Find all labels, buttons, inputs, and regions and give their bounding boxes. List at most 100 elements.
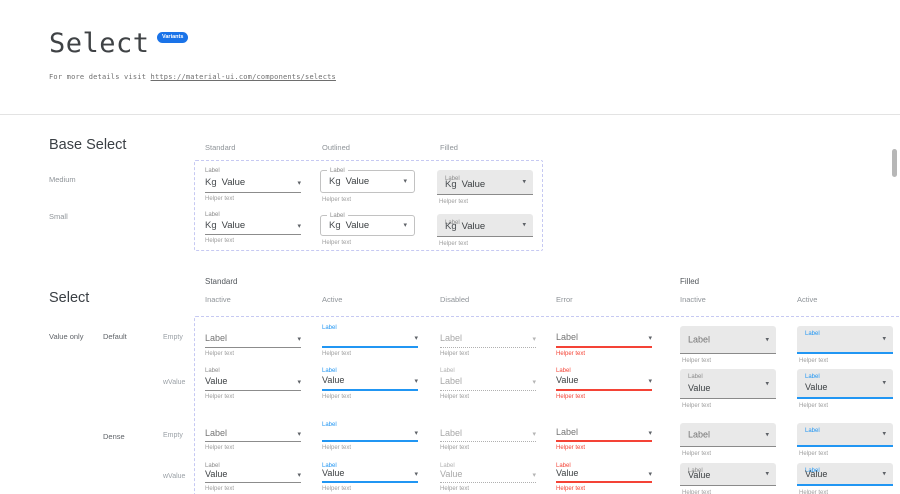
dropdown-arrow-icon: ▾ bbox=[522, 221, 526, 229]
select-value-group: Kg Value bbox=[205, 176, 246, 188]
select-standard-inactive-dense-empty: Label ▾ Helper text bbox=[205, 421, 301, 451]
select-control[interactable]: Label ▾ bbox=[440, 429, 536, 442]
select-control[interactable]: Label Value ▾ bbox=[797, 369, 893, 399]
select-standard-active-default-wvalue: Label Value ▾ Helper text bbox=[322, 367, 418, 400]
helper-text: Helper text bbox=[682, 490, 712, 494]
select-control[interactable]: Label Kg Value ▾ bbox=[320, 167, 415, 193]
select-control[interactable]: Label ▾ bbox=[797, 423, 893, 447]
select-value: Label bbox=[440, 333, 463, 343]
subtitle: For more details visit https://material-… bbox=[49, 73, 336, 81]
dropdown-arrow-icon: ▾ bbox=[297, 336, 301, 343]
column-header-filled: Filled bbox=[440, 143, 458, 152]
material-ui-link[interactable]: https://material-ui.com/components/selec… bbox=[150, 73, 336, 81]
select-control[interactable]: Label ▾ bbox=[797, 326, 893, 354]
select-control[interactable]: Kg Value ▾ bbox=[205, 176, 301, 193]
floating-label: Label bbox=[205, 463, 220, 469]
base-select-heading: Base Select bbox=[49, 137, 127, 153]
adornment-text: Kg bbox=[205, 219, 217, 231]
scrollbar-thumb[interactable] bbox=[892, 149, 897, 177]
select-standard-error-dense-wvalue: Label Value ▾ Helper text bbox=[556, 462, 652, 492]
select-control[interactable]: Value ▾ bbox=[556, 376, 652, 391]
select-value-row: Kg Value ▾ bbox=[329, 216, 407, 235]
select-filled-inactive-default-wvalue: Label Value ▾ Helper text bbox=[680, 369, 776, 409]
select-standard-active-default-empty: Label ▾ Helper text bbox=[322, 324, 418, 357]
select-control[interactable]: Label ▾ bbox=[556, 427, 652, 442]
row-group-label: Value only bbox=[49, 332, 84, 341]
helper-text: Helper text bbox=[322, 197, 352, 203]
dropdown-arrow-icon: ▾ bbox=[882, 470, 886, 477]
dropdown-arrow-icon: ▾ bbox=[522, 178, 526, 186]
select-control[interactable]: Label ▾ bbox=[680, 326, 776, 354]
floating-label: Label bbox=[556, 368, 571, 374]
floating-label: Label bbox=[205, 168, 220, 174]
group-header-filled: Filled bbox=[680, 277, 700, 286]
select-value: Value bbox=[440, 469, 463, 479]
helper-text: Helper text bbox=[439, 199, 469, 205]
select-standard-inactive-default-wvalue: Label Value ▾ Helper text bbox=[205, 367, 301, 400]
helper-text: Helper text bbox=[439, 241, 469, 247]
select-value: Value bbox=[221, 176, 246, 188]
floating-label bbox=[205, 324, 301, 333]
state-header-filled-active: Active bbox=[797, 295, 818, 304]
column-header-outlined: Outlined bbox=[322, 143, 350, 152]
floating-label: Label bbox=[205, 212, 220, 218]
select-value-group: Kg Value bbox=[205, 219, 245, 231]
select-control[interactable]: ▾ bbox=[322, 429, 418, 442]
floating-label: Label bbox=[322, 368, 337, 374]
select-value: Value bbox=[345, 175, 370, 187]
adornment-text: Kg bbox=[329, 175, 341, 187]
helper-text: Helper text bbox=[799, 451, 829, 457]
select-control[interactable]: Value ▾ bbox=[556, 469, 652, 483]
select-standard-disabled-default-empty: Label ▾ Helper text bbox=[440, 324, 536, 357]
select-control[interactable]: Label ▾ bbox=[440, 333, 536, 348]
select-value: Label bbox=[688, 429, 711, 439]
dropdown-arrow-icon: ▾ bbox=[882, 430, 886, 438]
floating-label: Label bbox=[322, 463, 337, 469]
helper-text: Helper text bbox=[440, 486, 470, 492]
select-control[interactable]: Value ▾ bbox=[322, 376, 418, 391]
floating-label: Label bbox=[805, 428, 820, 434]
select-control[interactable]: Label Value ▾ bbox=[680, 463, 776, 486]
select-control[interactable]: Value ▾ bbox=[440, 470, 536, 483]
variants-badge: Variants bbox=[157, 32, 189, 43]
helper-text: Helper text bbox=[440, 351, 470, 357]
select-control[interactable]: Value ▾ bbox=[322, 468, 418, 483]
select-filled-inactive-dense-empty: Label ▾ Helper text bbox=[680, 423, 776, 457]
base-select-standard-small: Label Kg Value ▾ Helper text bbox=[205, 210, 301, 244]
select-value: Value bbox=[322, 468, 345, 478]
select-control[interactable]: Label Kg Value ▾ bbox=[437, 170, 533, 195]
select-control[interactable]: ▾ bbox=[322, 333, 418, 348]
floating-label: Label bbox=[805, 468, 820, 474]
helper-text: Helper text bbox=[205, 351, 235, 357]
select-control[interactable]: Label Kg Value ▾ bbox=[320, 212, 415, 236]
select-control[interactable]: Value ▾ bbox=[205, 470, 301, 483]
dropdown-arrow-icon: ▾ bbox=[532, 336, 536, 343]
floating-label: Label bbox=[205, 368, 220, 374]
dropdown-arrow-icon: ▾ bbox=[532, 379, 536, 386]
select-control[interactable]: Kg Value ▾ bbox=[205, 220, 301, 235]
dropdown-arrow-icon: ▾ bbox=[765, 470, 769, 478]
select-control[interactable]: Label ▾ bbox=[440, 376, 536, 391]
select-standard-error-default-wvalue: Label Value ▾ Helper text bbox=[556, 367, 652, 400]
select-standard-error-dense-empty: Label ▾ Helper text bbox=[556, 421, 652, 451]
dropdown-arrow-icon: ▾ bbox=[297, 180, 301, 187]
floating-label: Label bbox=[445, 220, 460, 226]
select-value: Label bbox=[556, 427, 579, 437]
helper-text: Helper text bbox=[799, 490, 829, 494]
select-standard-disabled-dense-wvalue: Label Value ▾ Helper text bbox=[440, 462, 536, 492]
select-value: Label bbox=[440, 376, 463, 386]
dropdown-arrow-icon: ▾ bbox=[765, 336, 769, 343]
helper-text: Helper text bbox=[556, 394, 586, 400]
floating-label: Label bbox=[440, 463, 455, 469]
select-control[interactable]: Label ▾ bbox=[556, 333, 652, 348]
select-control[interactable]: Label ▾ bbox=[205, 333, 301, 348]
select-control[interactable]: Label Kg Value ▾ bbox=[437, 214, 533, 237]
select-control[interactable]: Label ▾ bbox=[680, 423, 776, 447]
select-control[interactable]: Value ▾ bbox=[205, 376, 301, 391]
select-control[interactable]: Label Value ▾ bbox=[680, 369, 776, 399]
select-control[interactable]: Label ▾ bbox=[205, 429, 301, 442]
select-control[interactable]: Label Value ▾ bbox=[797, 463, 893, 486]
select-value: Value bbox=[345, 219, 370, 231]
select-filled-active-default-wvalue: Label Value ▾ Helper text bbox=[797, 369, 893, 409]
